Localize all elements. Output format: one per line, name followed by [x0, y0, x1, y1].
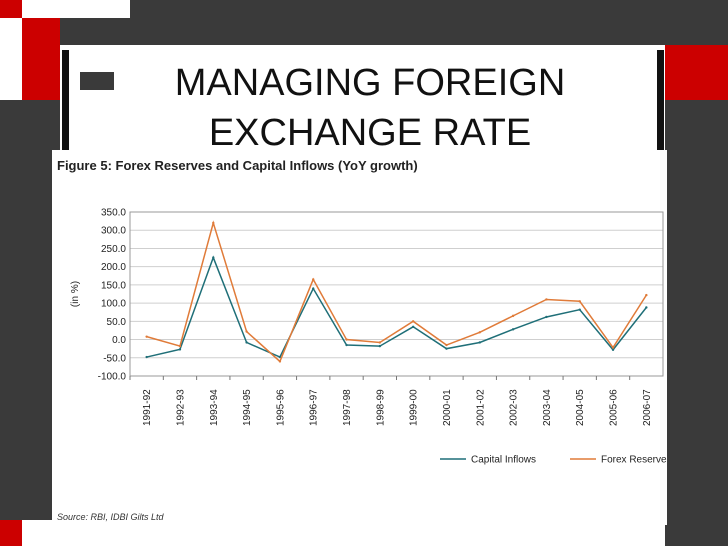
data-point — [511, 314, 515, 318]
x-tick-label: 1994-95 — [242, 389, 253, 426]
data-point — [145, 335, 148, 338]
data-point — [312, 278, 315, 281]
data-point — [245, 330, 248, 333]
data-point — [378, 344, 382, 348]
y-tick-label: 50.0 — [107, 317, 127, 328]
y-axis-label: (in %) — [70, 281, 81, 307]
chart-title: Figure 5: Forex Reserves and Capital Inf… — [57, 158, 418, 173]
y-tick-label: -100.0 — [98, 372, 127, 383]
data-point — [545, 298, 548, 301]
x-tick-label: 2005-06 — [609, 389, 620, 426]
chart-source: Source: RBI, IDBI Gilts Ltd — [57, 512, 164, 522]
x-tick-label: 2006-07 — [642, 389, 653, 426]
data-point — [178, 344, 182, 348]
data-point — [545, 315, 548, 319]
x-tick-label: 1992-93 — [175, 389, 186, 426]
data-point — [411, 320, 415, 323]
data-point — [645, 293, 648, 297]
data-point — [178, 348, 182, 351]
slide-title: MANAGING FOREIGN EXCHANGE RATE — [120, 58, 620, 158]
data-point — [345, 338, 348, 341]
y-tick-label: 200.0 — [101, 262, 126, 273]
bullet-icon — [80, 72, 114, 90]
data-point — [278, 355, 282, 359]
slide-title-line2: EXCHANGE RATE — [208, 112, 532, 154]
chart-figure: Figure 5: Forex Reserves and Capital Inf… — [52, 150, 667, 525]
data-point — [212, 221, 215, 225]
data-point — [478, 331, 481, 334]
data-point — [578, 308, 581, 311]
x-tick-label: 1996-97 — [309, 389, 320, 426]
data-point — [278, 360, 282, 363]
bg-red-tile-bottom — [0, 520, 22, 546]
x-tick-label: 1993-94 — [209, 389, 220, 426]
x-tick-label: 1997-98 — [342, 389, 353, 426]
data-point — [411, 325, 415, 328]
series-line-1 — [146, 220, 647, 363]
bg-red-tile-top — [0, 0, 22, 18]
x-tick-label: 1991-92 — [142, 389, 153, 426]
data-point — [345, 343, 348, 347]
y-tick-label: 350.0 — [101, 208, 126, 219]
y-tick-label: 250.0 — [101, 244, 126, 255]
data-point — [245, 341, 248, 344]
x-tick-label: 2000-01 — [442, 389, 453, 426]
x-tick-label: 2001-02 — [475, 389, 486, 426]
data-point — [478, 341, 481, 344]
slide-title-line1: MANAGING FOREIGN — [174, 62, 566, 104]
bg-red-tile-left — [22, 45, 60, 100]
data-point — [511, 328, 515, 331]
data-point — [645, 306, 648, 309]
legend-label: Forex Reserves — [601, 455, 667, 466]
data-point — [611, 348, 615, 351]
bg-red-tile-right — [665, 45, 728, 100]
data-point — [212, 256, 215, 259]
data-point — [145, 355, 148, 359]
bg-red-tile-mid — [22, 18, 60, 45]
data-point — [445, 343, 448, 347]
legend-label: Capital Inflows — [471, 455, 536, 466]
x-tick-label: 2003-04 — [542, 389, 553, 426]
title-frame-left — [62, 50, 69, 150]
bg-white-tile-left — [0, 18, 22, 45]
y-tick-label: -50.0 — [103, 353, 126, 364]
bg-white-tile-mid — [0, 45, 22, 100]
y-tick-label: 0.0 — [112, 335, 126, 346]
title-frame-right — [657, 50, 664, 150]
y-tick-label: 150.0 — [101, 280, 126, 291]
line-chart: 350.0 300.0 250.0 200.0 150.0 100.0 50.0 0.0 -50… — [70, 208, 667, 466]
data-point — [445, 347, 448, 350]
bg-white-tile-top — [22, 0, 130, 18]
x-tick-label: 1998-99 — [375, 389, 386, 426]
data-point — [611, 346, 615, 349]
data-point — [578, 300, 581, 303]
x-tick-label: 2002-03 — [509, 389, 520, 426]
data-point — [378, 341, 382, 344]
data-point — [312, 287, 315, 290]
x-tick-label: 1995-96 — [275, 389, 286, 426]
y-tick-label: 300.0 — [101, 226, 126, 237]
x-tick-label: 1999-00 — [409, 389, 420, 426]
series-line-0 — [146, 255, 647, 359]
y-tick-label: 100.0 — [101, 299, 126, 310]
x-tick-label: 2004-05 — [575, 389, 586, 426]
